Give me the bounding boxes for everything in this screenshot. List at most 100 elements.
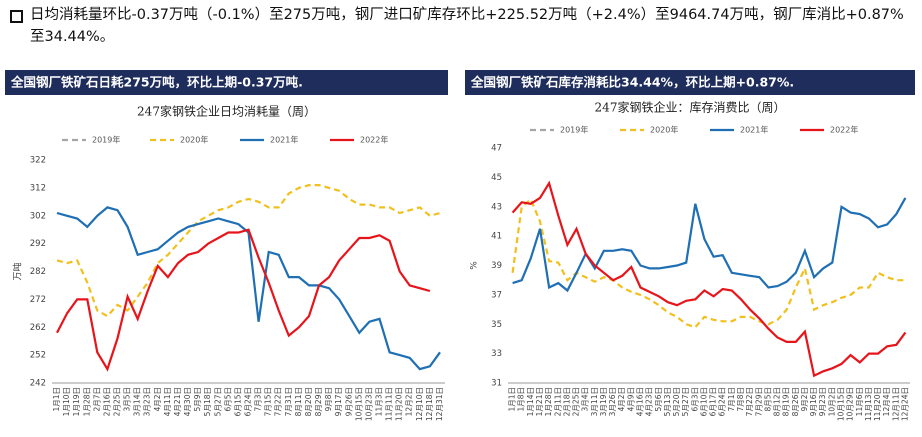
y-tick-label: 45 [491,173,502,183]
x-tick-label: 7月22日 [274,387,283,416]
y-tick-label: 302 [30,211,46,221]
x-tick-label: 1月14日 [526,387,535,416]
x-tick-label: 8月29日 [314,387,323,416]
x-tick-label: 7月29日 [754,387,763,416]
banner: 全国钢厂铁矿石库存消耗比34.44%，环比上期+0.87%. [470,75,794,90]
legend-label: 2019年 [560,125,588,135]
x-tick-label: 10月15日 [354,387,363,421]
x-tick-label: 3月23日 [143,387,152,416]
x-tick-label: 3月4日 [581,387,590,412]
x-tick-label: 9月8日 [324,387,333,412]
x-tick-label: 11月11日 [385,387,394,421]
banner: 全国钢厂铁矿石日耗275万吨，环比上期-0.37万吨. [10,75,303,90]
x-tick-label: 5月13日 [663,387,672,416]
x-tick-label: 6月3日 [690,387,699,412]
x-tick-label: 10月15日 [836,387,845,421]
x-tick-label: 5月27日 [213,387,222,416]
y-tick-label: 312 [30,183,46,193]
x-tick-label: 3月14日 [133,387,142,416]
x-tick-label: 4月2日 [617,387,626,412]
y-tick-label: 242 [30,379,46,389]
x-tick-label: 8月19日 [782,387,791,416]
series-line [56,228,431,372]
x-tick-label: 12月24日 [900,387,909,421]
y-axis-label: % [470,261,480,270]
bullet [10,10,23,23]
x-tick-label: 2月18日 [562,387,571,416]
legend-label: 2022年 [360,135,388,145]
x-tick-label: 5月6日 [654,387,663,412]
x-tick-label: 6月10日 [699,387,708,416]
banner-bg [465,70,915,95]
x-tick-label: 1月28日 [82,387,91,416]
x-tick-label: 8月26日 [791,387,800,416]
summary: 日均消耗量环比-0.37万吨（-0.1%）至275万吨，钢厂进口矿库存环比+22… [30,7,904,45]
x-tick-label: 4月9日 [626,387,635,412]
y-tick-label: 39 [491,261,502,271]
y-tick-label: 33 [491,349,502,359]
x-tick-label: 6月24日 [718,387,727,416]
chart-title: 247家钢铁企业日均消耗量（周） [137,104,316,119]
y-tick-label: 41 [491,232,502,242]
y-tick-label: 282 [30,267,46,277]
x-tick-label: 5月27日 [681,387,690,416]
x-tick-label: 5月20日 [672,387,681,416]
legend-label: 2021年 [740,125,768,135]
y-tick-label: 37 [491,290,502,300]
x-tick-label: 4月23日 [645,387,654,416]
y-tick-label: 272 [30,295,46,305]
x-tick-label: 3月5日 [123,387,132,412]
x-tick-label: 11月20日 [395,387,404,421]
x-tick-label: 1月28日 [544,387,553,416]
series-line [511,180,907,378]
legend-label: 2019年 [92,135,120,145]
y-tick-label: 252 [30,351,46,361]
x-tick-label: 6月24日 [244,387,253,416]
x-tick-label: 1月1日 [508,387,517,412]
x-tick-label: 2月16日 [102,387,111,416]
x-tick-label: 4月30日 [183,387,192,416]
x-tick-label: 11月20日 [873,387,882,421]
x-tick-label: 10月2日 [827,387,836,416]
x-tick-label: 1月21日 [535,387,544,416]
x-tick-label: 12月11日 [891,387,900,421]
x-tick-label: 6月17日 [709,387,718,416]
y-tick-label: 322 [30,156,46,166]
x-tick-label: 12月2日 [405,387,414,416]
x-tick-label: 3月11日 [590,387,599,416]
x-tick-label: 7月8日 [736,387,745,412]
y-tick-label: 31 [491,379,502,389]
x-tick-label: 8月12日 [773,387,782,416]
legend-label: 2021年 [270,135,298,145]
x-tick-label: 1月8日 [517,387,526,412]
x-tick-label: 2月25日 [113,387,122,416]
x-tick-label: 2月7日 [92,387,101,412]
x-tick-label: 1月1日 [52,387,61,412]
x-tick-label: 8月20日 [304,387,313,416]
x-tick-label: 7月31日 [284,387,293,416]
legend-label: 2022年 [830,125,858,135]
y-axis-label: 万吨 [12,262,24,280]
x-tick-label: 11月3日 [375,387,384,416]
series-line [56,184,441,318]
x-tick-label: 4月2日 [153,387,162,412]
y-tick-label: 47 [491,144,502,154]
x-tick-label: 12月4日 [882,387,891,416]
x-tick-label: 1月19日 [72,387,81,416]
x-tick-label: 7月3日 [254,387,263,412]
x-tick-label: 12月31日 [435,387,444,421]
x-tick-label: 9月16日 [809,387,818,416]
x-tick-label: 12月10日 [415,387,424,421]
x-tick-label: 7月22日 [745,387,754,416]
x-tick-label: 6月5日 [223,387,232,412]
x-tick-label: 5月18日 [203,387,212,416]
x-tick-label: 4月16日 [635,387,644,416]
y-tick-label: 292 [30,239,46,249]
banner-bg [5,70,448,95]
x-tick-label: 11月13日 [864,387,873,421]
x-tick-label: 3月26日 [608,387,617,416]
y-tick-label: 35 [491,320,502,330]
x-tick-label: 2月25日 [572,387,581,416]
